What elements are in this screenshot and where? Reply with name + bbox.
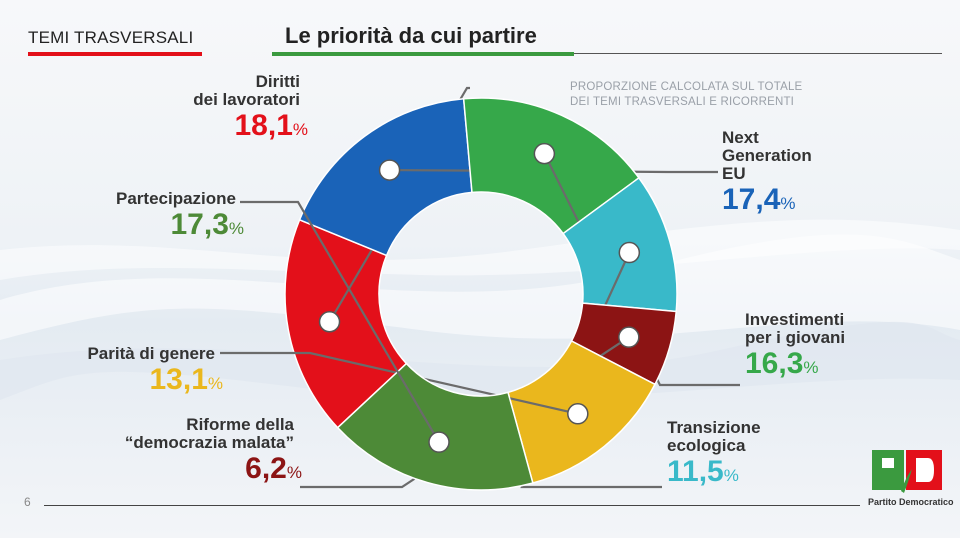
slice-label-5-line-0: Parità di genere bbox=[87, 344, 215, 363]
slice-label-4-line-1: “democrazia malata” bbox=[124, 433, 294, 452]
slice-value-number-3: 11,5 bbox=[667, 455, 724, 488]
slice-marker-2 bbox=[533, 142, 556, 165]
note-line-1: PROPORZIONE CALCOLATA SUL TOTALE bbox=[570, 81, 803, 93]
slice-value-unit-0: % bbox=[292, 120, 308, 139]
footer-rule bbox=[44, 505, 860, 506]
title-underline bbox=[272, 52, 574, 56]
slice-value-unit-1: % bbox=[780, 194, 796, 213]
slice-value-2: 16,3% bbox=[745, 349, 819, 383]
slice-marker-0 bbox=[318, 311, 341, 333]
slice-value-3: 11,5% bbox=[667, 457, 739, 491]
pd-logo bbox=[872, 450, 942, 493]
slice-marker-1 bbox=[378, 159, 401, 181]
slice-value-5: 13,1% bbox=[149, 365, 223, 399]
slice-value-number-0: 18,1 bbox=[234, 109, 293, 142]
slice-label-2-line-0: Investimenti bbox=[745, 310, 845, 329]
slice-marker-5 bbox=[567, 403, 589, 425]
section-underline bbox=[28, 52, 202, 56]
slice-marker-4 bbox=[618, 326, 640, 348]
leader-line-5 bbox=[220, 351, 579, 415]
slice-value-unit-4: % bbox=[286, 463, 302, 482]
page-title: Le priorità da cui partire bbox=[285, 23, 537, 48]
slice-marker-3 bbox=[618, 241, 641, 264]
page-number: 6 bbox=[24, 495, 31, 509]
logo-text: Partito Democratico bbox=[868, 497, 954, 507]
slice-label-3-line-0: Transizione bbox=[667, 418, 761, 437]
slice-marker-6 bbox=[428, 431, 450, 453]
chart-note: PROPORZIONE CALCOLATA SUL TOTALE DEI TEM… bbox=[570, 80, 802, 110]
slice-value-number-4: 6,2 bbox=[245, 452, 287, 485]
slice-value-number-2: 16,3 bbox=[745, 347, 804, 380]
note-line-2: DEI TEMI TRASVERSALI E RICORRENTI bbox=[570, 96, 795, 108]
slice-6 bbox=[336, 362, 534, 491]
slice-value-unit-5: % bbox=[207, 374, 223, 393]
slice-label-1-line-1: Generation bbox=[722, 146, 812, 165]
slice-value-number-5: 13,1 bbox=[149, 363, 208, 396]
slice-0 bbox=[284, 218, 408, 429]
slice-label-1-line-2: EU bbox=[722, 164, 746, 183]
leader-line-6 bbox=[240, 200, 440, 443]
slice-value-0: 18,1% bbox=[234, 111, 308, 145]
slice-label-4-line-0: Riforme della bbox=[186, 415, 294, 434]
slice-value-number-6: 17,3 bbox=[170, 208, 229, 241]
slice-label-2-line-1: per i giovani bbox=[745, 328, 846, 347]
slice-label-0-line-0: Diritti bbox=[255, 72, 300, 91]
slice-value-unit-6: % bbox=[228, 219, 244, 238]
slice-value-number-1: 17,4 bbox=[722, 183, 781, 216]
slice-label-6-line-0: Partecipazione bbox=[116, 189, 236, 208]
slice-value-unit-3: % bbox=[723, 466, 739, 485]
header-rule bbox=[574, 53, 942, 54]
slice-label-1-line-0: Next bbox=[722, 128, 759, 147]
slice-label-0-line-1: dei lavoratori bbox=[193, 90, 300, 109]
slice-label-3-line-1: ecologica bbox=[667, 436, 746, 455]
slice-value-6: 17,3% bbox=[170, 210, 244, 244]
slice-value-4: 6,2% bbox=[245, 454, 302, 488]
section-title: TEMI TRASVERSALI bbox=[28, 28, 194, 47]
slice-value-1: 17,4% bbox=[722, 185, 796, 219]
slice-value-unit-2: % bbox=[803, 358, 819, 377]
